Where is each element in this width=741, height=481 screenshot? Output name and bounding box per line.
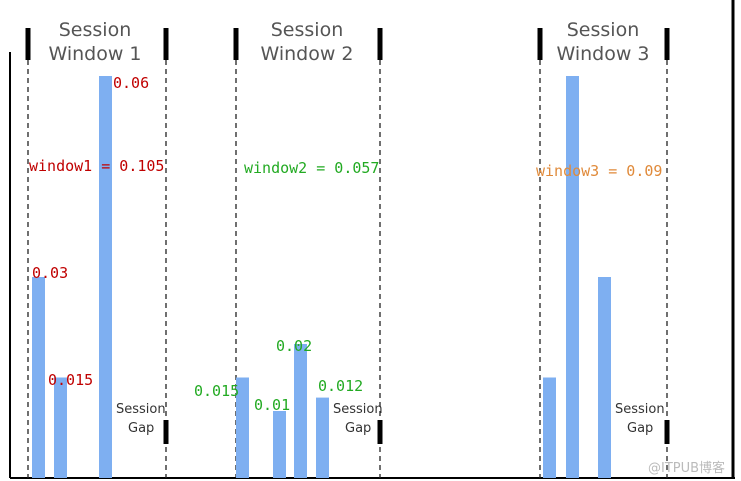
- window3-gap-line1: Session: [615, 402, 665, 417]
- window1-bar3-label: 0.06: [113, 74, 150, 92]
- window3-sum-label: window3 = 0.09: [536, 162, 663, 180]
- window1-session-gap-label: Session Gap: [116, 401, 166, 437]
- window2-sum-label: window2 = 0.057: [244, 159, 380, 177]
- bars-layer: [32, 76, 611, 478]
- window3-title: Session Window 3: [548, 18, 658, 66]
- window2-gap-line1: Session: [333, 402, 383, 417]
- window1-bar1: [32, 277, 45, 478]
- window2-bar1: [236, 377, 249, 478]
- window1-bar3: [99, 76, 112, 478]
- window2-session-gap-label: Session Gap: [333, 401, 383, 437]
- window1-sum-label: window1 = 0.105: [29, 157, 165, 175]
- window1-title-line2: Window 1: [48, 43, 142, 65]
- window1-bar2: [54, 377, 67, 478]
- window2-gap-line2: Gap: [345, 421, 372, 436]
- window1-gap-line2: Gap: [128, 421, 155, 436]
- window3-bar3: [598, 277, 611, 478]
- watermark: @ITPUB博客: [648, 461, 726, 476]
- window2-bar2-label: 0.01: [254, 396, 291, 414]
- window2-bar3-label: 0.02: [276, 337, 313, 355]
- window2-bar3: [294, 344, 307, 478]
- window2-bar4-label: 0.012: [318, 377, 364, 395]
- window3-gap-line2: Gap: [627, 421, 654, 436]
- window2-title-line1: Session: [270, 19, 344, 41]
- window2-title-line2: Window 2: [260, 43, 354, 65]
- window1-title-line1: Session: [58, 19, 132, 41]
- window2-bar4: [316, 397, 329, 478]
- window1-bar2-label: 0.015: [48, 371, 94, 389]
- window3-title-line1: Session: [566, 19, 640, 41]
- window3-bar2: [566, 76, 579, 478]
- window2-bar2: [273, 411, 286, 478]
- window3-session-gap-label: Session Gap: [615, 401, 665, 437]
- window3-title-line2: Window 3: [556, 43, 650, 65]
- window1-gap-line1: Session: [116, 402, 166, 417]
- window1-bar1-label: 0.03: [32, 264, 69, 282]
- window2-title: Session Window 2: [252, 18, 362, 66]
- window1-title: Session Window 1: [40, 18, 150, 66]
- window2-bar1-label: 0.015: [194, 382, 240, 400]
- window3-bar1: [543, 377, 556, 478]
